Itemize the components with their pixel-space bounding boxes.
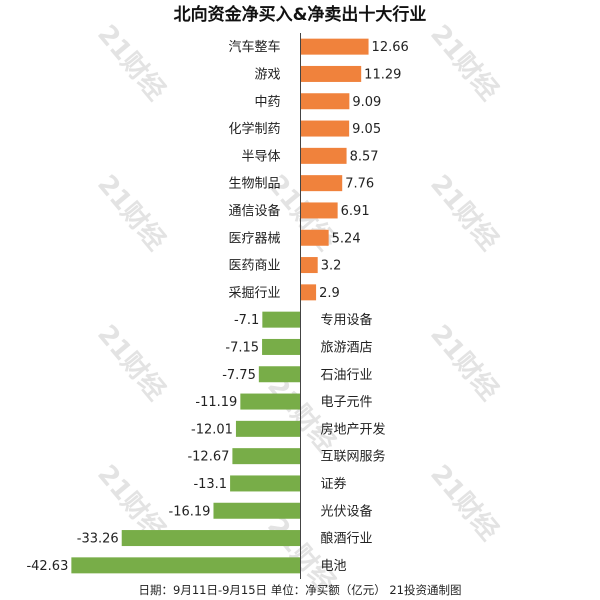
watermark-text: 21财经 (91, 169, 171, 256)
category-label: 旅游酒店 (321, 340, 373, 355)
watermark-text: 21财经 (91, 319, 171, 406)
watermark-text: 21财经 (424, 319, 504, 406)
category-label: 互联网服务 (321, 449, 386, 465)
watermark-text: 21财经 (261, 371, 341, 458)
category-label: 医疗器械 (228, 231, 280, 246)
bar-14 (235, 420, 301, 437)
category-label: 医药商业 (228, 259, 280, 274)
category-label: 生物制品 (228, 177, 280, 192)
category-label: 证券 (321, 476, 347, 492)
category-label: 石油行业 (321, 368, 373, 383)
category-label: 通信设备 (228, 203, 280, 219)
bar-12 (258, 366, 301, 383)
bar-9 (300, 284, 317, 301)
data-label: -13.1 (193, 477, 227, 492)
data-label: 9.09 (352, 95, 381, 110)
data-label: 6.91 (341, 204, 370, 219)
watermark-text: 21财经 (424, 459, 504, 546)
bar-4 (300, 147, 347, 164)
data-label: 2.9 (319, 286, 340, 301)
data-label: -7.1 (234, 313, 259, 328)
category-label: 游戏 (254, 67, 280, 82)
data-label: 12.66 (372, 40, 409, 55)
bar-1 (300, 65, 362, 82)
category-label: 中药 (254, 95, 280, 110)
watermark-text: 21财经 (424, 169, 504, 256)
category-label: 半导体 (241, 149, 280, 164)
bar-6 (300, 202, 338, 219)
data-label: -16.19 (169, 504, 211, 519)
bar-5 (300, 175, 343, 192)
category-label: 光伏设备 (321, 503, 373, 519)
data-label: 8.57 (350, 149, 379, 164)
data-label: -12.01 (191, 422, 233, 437)
bar-13 (240, 393, 301, 410)
watermark-text: 21财经 (424, 19, 504, 106)
category-label: 房地产开发 (321, 421, 386, 437)
category-label: 专用设备 (321, 312, 373, 328)
bar-18 (121, 530, 301, 547)
data-label: 5.24 (332, 231, 361, 246)
bars-group: 汽车整车 12.66 游戏 11.29 中药 9.09 化学制药 9.05 半导体 8.57 生物制… (26, 38, 409, 574)
chart-footer: 日期：9月11日-9月15日 单位：净买额（亿元） 21投资通制图 (139, 583, 462, 597)
watermark-text: 21财经 (91, 19, 171, 106)
bar-2 (300, 93, 350, 110)
data-label: -12.67 (187, 450, 229, 465)
bar-16 (230, 475, 301, 492)
data-label: -33.26 (77, 532, 119, 547)
data-label: -11.19 (195, 395, 237, 410)
bar-3 (300, 120, 350, 137)
bar-10 (262, 311, 301, 328)
data-label: 11.29 (364, 67, 401, 82)
category-label: 采掘行业 (228, 286, 280, 301)
category-label: 化学制药 (228, 121, 280, 137)
bar-19 (71, 557, 301, 574)
data-label: 9.05 (352, 122, 381, 137)
data-label: -7.15 (225, 340, 259, 355)
data-label: -7.75 (222, 368, 256, 383)
category-label: 电子元件 (321, 395, 373, 410)
bar-15 (232, 448, 301, 465)
data-label: -42.63 (26, 559, 68, 574)
bar-17 (213, 502, 301, 519)
category-label: 电池 (321, 559, 347, 574)
category-label: 酿酒行业 (321, 531, 373, 547)
bar-7 (300, 229, 329, 246)
bar-8 (300, 257, 318, 274)
category-label: 汽车整车 (228, 39, 280, 55)
bar-0 (300, 38, 369, 55)
bar-11 (262, 338, 301, 355)
chart-title: 北向资金净买入&净卖出十大行业 (174, 4, 427, 25)
data-label: 3.2 (321, 259, 342, 274)
data-label: 7.76 (345, 177, 374, 192)
